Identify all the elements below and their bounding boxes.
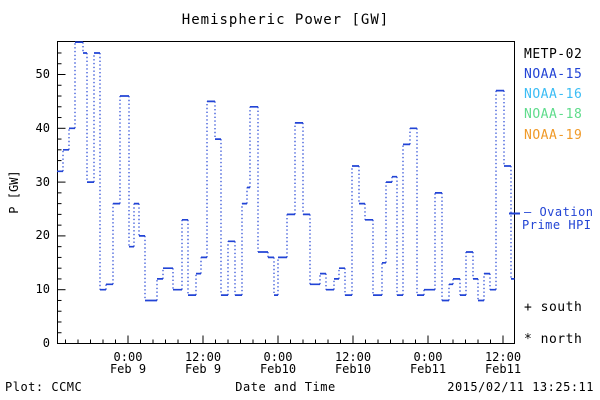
- x-tick-date-5: Feb11: [484, 362, 522, 376]
- y-tick-label-30: 30: [35, 175, 50, 189]
- legend-item-metp02: METP-02: [524, 47, 583, 62]
- legend-item-noaa16: NOAA-16: [524, 87, 583, 102]
- x-tick-date-4: Feb11: [409, 362, 447, 376]
- plot-frame: [57, 41, 515, 344]
- hpi-step-connectors: [62, 42, 512, 301]
- x-tick-time-2: 0:00: [263, 350, 293, 364]
- hpi-step-line: [57, 41, 515, 302]
- y-tick-label-40: 40: [35, 121, 50, 135]
- x-tick-date-3: Feb10: [334, 362, 372, 376]
- plot-timestamp: 2015/02/11 13:25:11: [447, 380, 594, 394]
- north-marker-label: * north: [524, 332, 583, 347]
- x-axis-label: Date and Time: [235, 380, 336, 394]
- legend-item-noaa19: NOAA-19: [524, 128, 583, 143]
- y-tick-label-20: 20: [35, 228, 50, 242]
- y-tick-label-0: 0: [42, 336, 50, 350]
- x-tick-time-3: 12:00: [334, 350, 372, 364]
- x-tick-time-0: 0:00: [113, 350, 143, 364]
- x-tick-time-1: 12:00: [184, 350, 222, 364]
- y-axis-label: P [GW]: [7, 170, 21, 214]
- y-tick-label-10: 10: [35, 282, 50, 296]
- plot-credit: Plot: CCMC: [5, 380, 83, 394]
- legend-item-noaa15: NOAA-15: [524, 67, 583, 82]
- ovation-label-line1: – Ovation: [524, 205, 594, 219]
- south-marker-label: + south: [524, 300, 583, 315]
- chart-title: Hemispheric Power [GW]: [181, 12, 390, 28]
- legend-item-noaa18: NOAA-18: [524, 107, 583, 122]
- ovation-label-line2: Prime HPI: [522, 218, 592, 232]
- x-tick-date-2: Feb10: [259, 362, 297, 376]
- x-tick-time-5: 12:00: [484, 350, 522, 364]
- y-tick-label-50: 50: [35, 67, 50, 81]
- x-tick-time-4: 0:00: [413, 350, 443, 364]
- x-tick-date-0: Feb 9: [109, 362, 147, 376]
- x-tick-date-1: Feb 9: [184, 362, 222, 376]
